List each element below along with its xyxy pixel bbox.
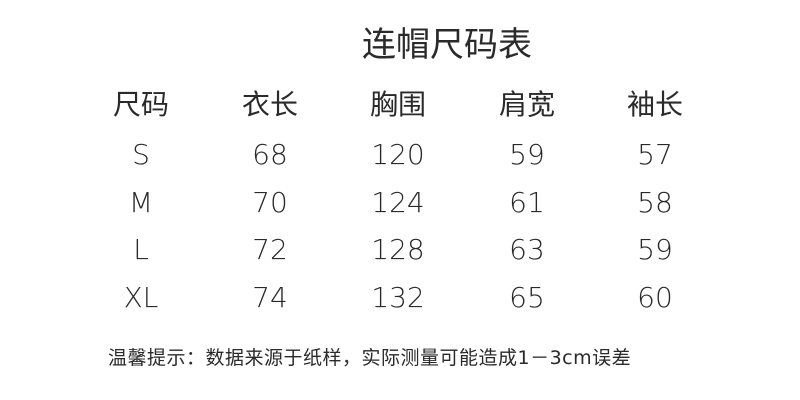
measurement-note: 温馨提示：数据来源于纸样，实际测量可能造成1－3cm误差 — [108, 347, 632, 369]
cell-sleeve: 57 — [637, 138, 673, 171]
cell-shoulder: 59 — [509, 138, 545, 171]
cell-length: 68 — [252, 138, 288, 171]
cell-shoulder: 61 — [509, 186, 545, 219]
cell-chest: 124 — [371, 186, 425, 219]
table-row: S 68 120 59 57 — [0, 135, 800, 175]
cell-sleeve: 58 — [637, 186, 673, 219]
header-shoulder: 肩宽 — [498, 88, 555, 121]
header-length: 衣长 — [241, 88, 298, 121]
cell-sleeve: 59 — [637, 233, 673, 266]
cell-length: 70 — [252, 186, 288, 219]
cell-length: 72 — [252, 233, 288, 266]
header-sleeve: 袖长 — [626, 88, 683, 121]
cell-size: S — [132, 138, 150, 171]
cell-shoulder: 63 — [509, 233, 545, 266]
cell-chest: 120 — [371, 138, 425, 171]
page-title: 连帽尺码表 — [362, 25, 532, 65]
table-row: M 70 124 61 58 — [0, 183, 800, 223]
cell-chest: 128 — [371, 233, 425, 266]
cell-chest: 132 — [371, 281, 425, 314]
table-row: L 72 128 63 59 — [0, 230, 800, 270]
table-row: XL 74 132 65 60 — [0, 278, 800, 318]
cell-size: XL — [123, 281, 159, 314]
cell-size: L — [133, 233, 149, 266]
cell-length: 74 — [252, 281, 288, 314]
cell-sleeve: 60 — [637, 281, 673, 314]
table-header: 尺码 衣长 胸围 肩宽 袖长 — [0, 85, 800, 125]
cell-shoulder: 65 — [509, 281, 545, 314]
cell-size: M — [128, 186, 154, 219]
header-size: 尺码 — [112, 88, 169, 121]
header-chest: 胸围 — [369, 88, 426, 121]
